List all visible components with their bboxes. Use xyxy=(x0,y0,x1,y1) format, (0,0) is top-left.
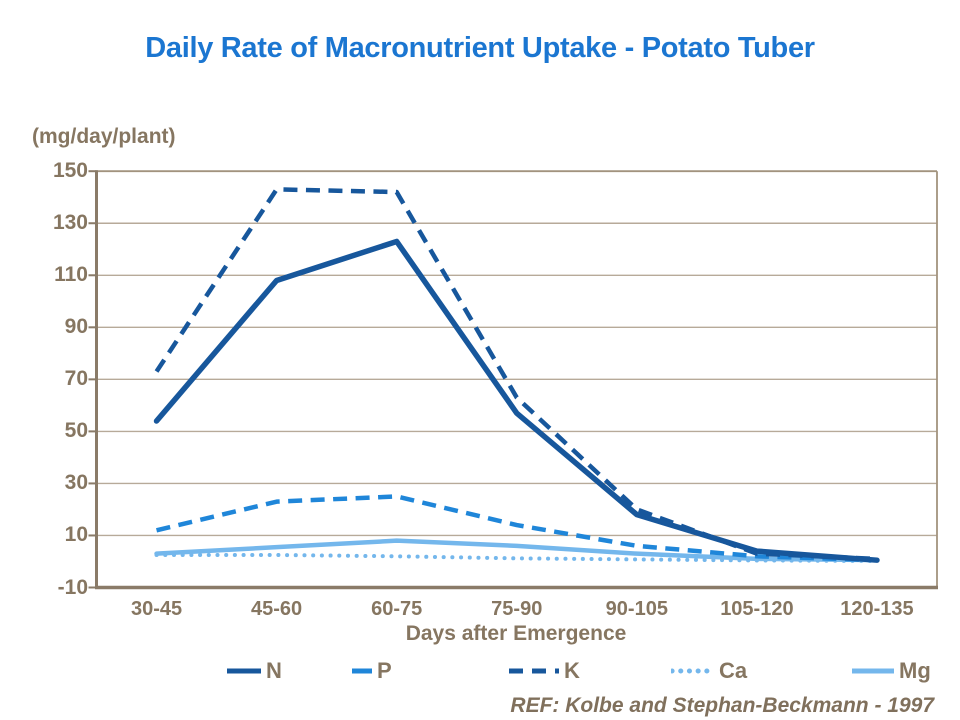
legend-item-Ca: Ca xyxy=(671,657,747,685)
chart-title: Daily Rate of Macronutrient Uptake - Pot… xyxy=(145,32,815,64)
reference-text: REF: Kolbe and Stephan-Beckmann - 1997 xyxy=(510,694,934,717)
x-tick-label: 60-75 xyxy=(371,598,423,620)
legend-Ca-line-sample xyxy=(671,668,715,674)
x-tick-label: 75-90 xyxy=(491,598,543,620)
y-tick-label: 150 xyxy=(52,159,88,183)
y-tick-label: 70 xyxy=(64,367,88,391)
x-tick-label: 45-60 xyxy=(251,598,303,620)
x-tick-label: 30-45 xyxy=(130,598,183,620)
y-axis-unit-label: (mg/day/plant) xyxy=(32,125,176,148)
x-tick-label: 90-105 xyxy=(605,598,668,620)
y-tick-label: -10 xyxy=(57,575,88,599)
legend-label-K: K xyxy=(564,658,580,683)
legend-item-K: K xyxy=(508,657,580,685)
x-tick-label: 120-135 xyxy=(840,598,914,620)
legend-label-Ca: Ca xyxy=(719,658,748,683)
legend-item-Mg: Mg xyxy=(851,657,931,685)
series-line-K xyxy=(154,187,878,562)
legend-label-N: N xyxy=(266,658,282,683)
y-tick-label: 30 xyxy=(64,471,88,495)
y-tick-label: 130 xyxy=(52,211,88,235)
y-tick-label: 110 xyxy=(54,263,88,287)
series-line-Mg xyxy=(154,538,880,563)
legend-P-line-sample xyxy=(352,668,372,674)
y-tick-label: 90 xyxy=(64,315,88,339)
legend-K-line-sample xyxy=(509,668,559,674)
legend-Mg-line-sample xyxy=(852,668,894,674)
legend-label-Mg: Mg xyxy=(899,658,931,683)
y-tick-label: 50 xyxy=(64,419,88,443)
series-line-P xyxy=(156,494,878,563)
legend-label-P: P xyxy=(377,658,392,683)
legend-item-N: N xyxy=(226,657,282,685)
series-line-N xyxy=(153,238,880,563)
legend-N-line-sample xyxy=(227,668,261,674)
x-axis-title: Days after Emergence xyxy=(405,622,627,645)
legend-item-P: P xyxy=(351,657,392,685)
x-tick-label: 105-120 xyxy=(720,598,794,620)
y-tick-label: 10 xyxy=(64,523,88,547)
